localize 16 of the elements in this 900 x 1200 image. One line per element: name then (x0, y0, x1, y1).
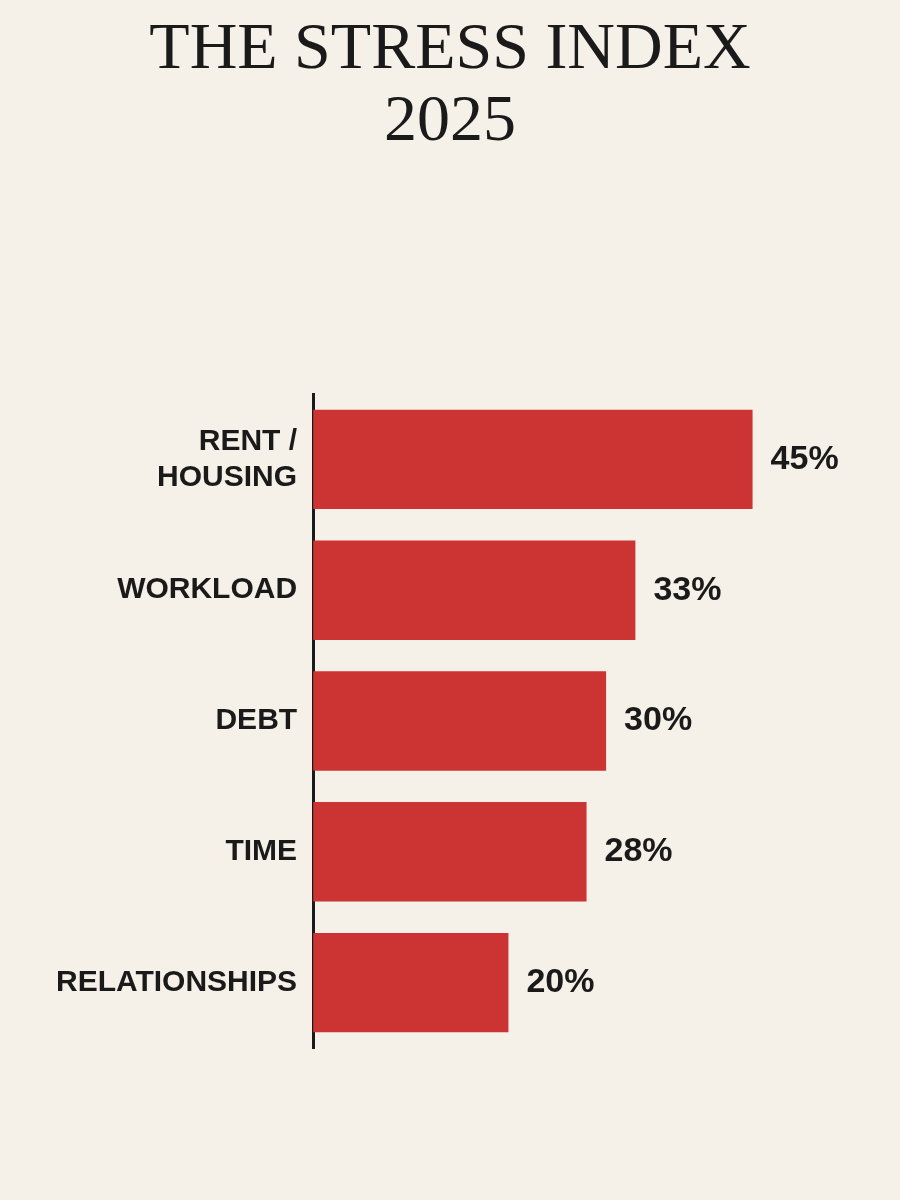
data-label: 20% (526, 960, 595, 999)
data-label: 30% (624, 699, 693, 738)
bar (313, 540, 636, 640)
bar (313, 932, 509, 1033)
bar (313, 802, 587, 902)
data-label: 33% (653, 568, 722, 607)
y-tick-label: TIME (225, 833, 298, 867)
data-label: 45% (770, 437, 839, 476)
chart-title: THE STRESS INDEX 2025 (148, 8, 752, 154)
data-label: 28% (604, 830, 673, 869)
y-tick-label: DEBT (215, 702, 298, 736)
y-tick-label: RELATIONSHIPS (55, 963, 298, 997)
y-tick-label: WORKLOAD (117, 571, 298, 605)
bar (313, 409, 753, 510)
y-tick-label: RENT / HOUSING (157, 422, 298, 492)
bar (313, 671, 607, 771)
